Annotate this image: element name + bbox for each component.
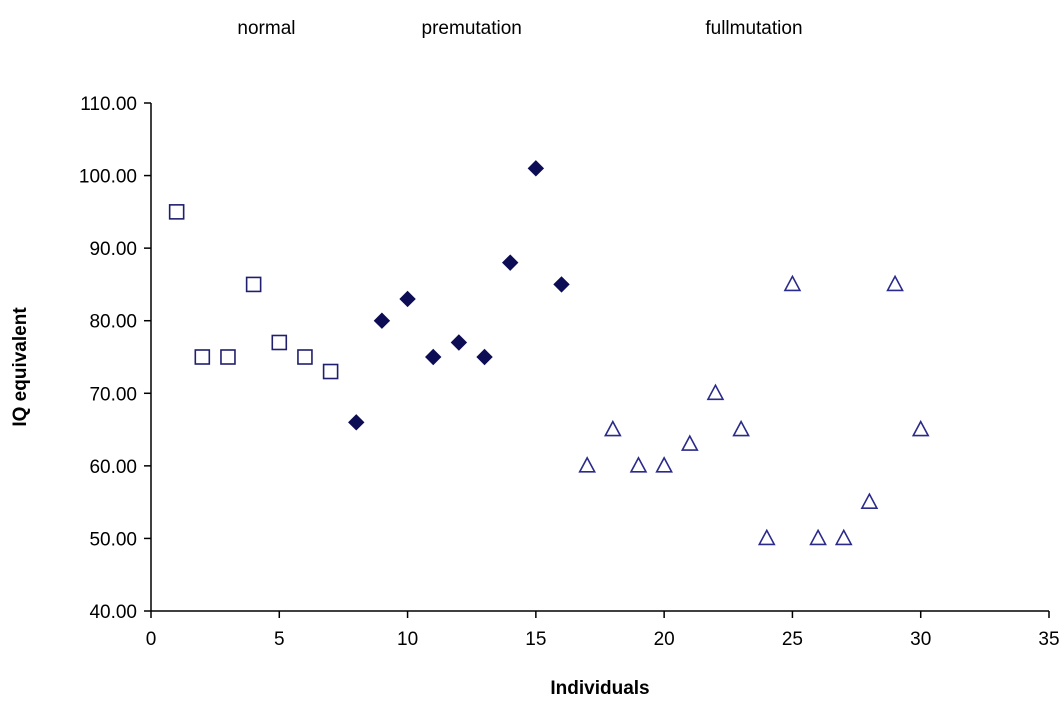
x-tick-label: 0 <box>146 629 157 650</box>
data-points <box>168 160 930 546</box>
data-point-diamond <box>450 334 468 351</box>
data-point-diamond <box>553 276 570 293</box>
data-point-diamond <box>425 348 442 366</box>
data-point-square <box>168 204 185 220</box>
y-tick-label: 110.00 <box>80 94 137 115</box>
x-tick-label: 5 <box>274 629 285 650</box>
data-point-square <box>271 334 288 351</box>
data-point-triangle <box>706 383 725 401</box>
x-tick-label: 30 <box>910 629 931 650</box>
data-point-diamond <box>348 414 365 431</box>
group-label: premutation <box>422 18 522 39</box>
group-labels: normal premutation fullmutation <box>237 18 802 39</box>
y-tick-label: 60.00 <box>89 457 137 478</box>
data-point-triangle <box>578 456 597 473</box>
x-axis-title: Individuals <box>550 678 649 699</box>
data-point-diamond <box>527 160 545 177</box>
data-point-triangle <box>680 434 699 451</box>
data-point-diamond <box>501 254 519 271</box>
data-point-diamond <box>476 348 493 366</box>
x-tick-label: 20 <box>654 629 675 650</box>
data-point-square <box>322 363 339 380</box>
data-point-triangle <box>732 419 750 437</box>
data-point-triangle <box>886 274 904 292</box>
y-axis-title: IQ equivalent <box>10 307 31 427</box>
data-point-triangle <box>629 456 648 473</box>
data-point-triangle <box>603 419 622 437</box>
x-tick-label: 10 <box>397 629 418 650</box>
y-tick-label: 50.00 <box>89 529 137 550</box>
group-label: fullmutation <box>705 18 802 39</box>
x-tick-label: 15 <box>525 629 546 650</box>
y-tick-label: 90.00 <box>89 239 137 260</box>
data-point-triangle <box>783 274 802 292</box>
group-label: normal <box>237 18 295 39</box>
data-point-diamond <box>373 312 391 329</box>
data-point-square <box>245 276 262 293</box>
y-tick-label: 40.00 <box>89 602 137 623</box>
data-point-triangle <box>860 492 879 509</box>
data-point-diamond <box>399 290 416 308</box>
data-point-triangle <box>911 419 930 437</box>
data-point-triangle <box>809 528 827 546</box>
data-point-square <box>297 349 313 365</box>
data-point-triangle <box>757 528 776 546</box>
x-tick-label: 25 <box>782 629 803 650</box>
y-axis-ticks: 40.00 50.00 60.00 70.00 80.00 90.00 100.00 110.… <box>79 94 151 623</box>
data-point-square <box>194 349 211 365</box>
data-point-triangle <box>655 456 673 473</box>
axes: 40.00 50.00 60.00 70.00 80.00 90.00 100.00 110.… <box>79 94 1060 650</box>
x-axis-ticks: 0 5 10 15 20 25 30 35 <box>146 611 1060 650</box>
data-point-triangle <box>834 528 853 546</box>
x-tick-label: 35 <box>1038 629 1059 650</box>
y-tick-label: 80.00 <box>89 312 137 333</box>
y-tick-label: 100.00 <box>79 167 137 188</box>
y-tick-label: 70.00 <box>89 384 137 405</box>
data-point-square <box>220 349 236 365</box>
